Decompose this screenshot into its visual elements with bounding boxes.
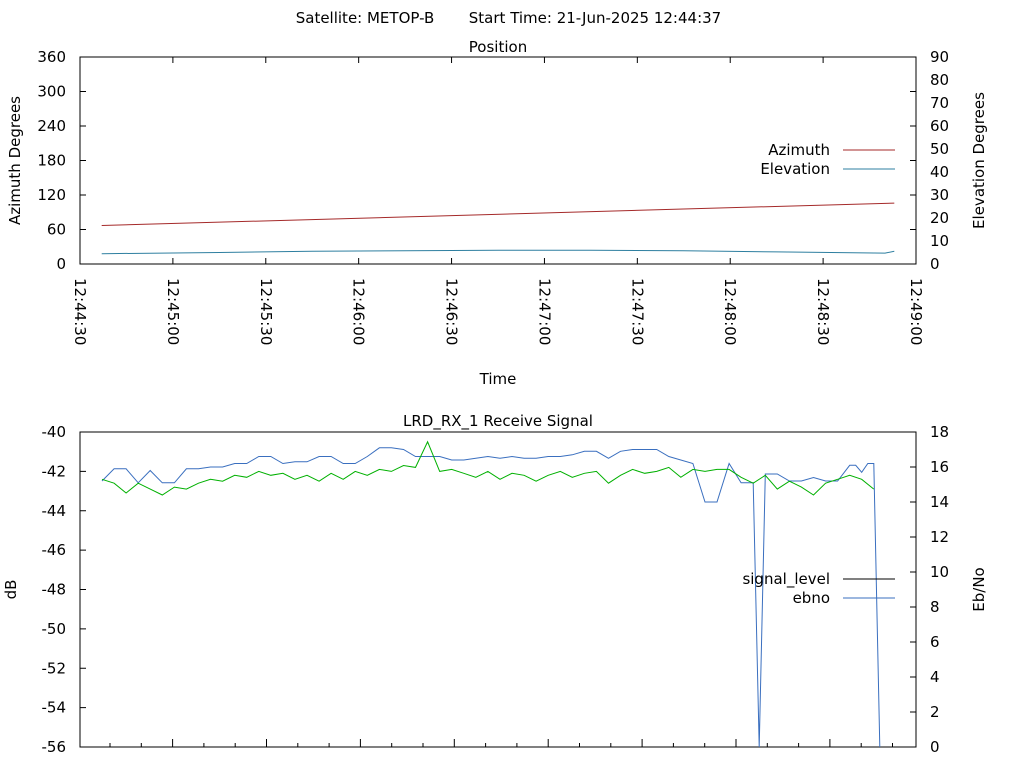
y2-tick-label: 6 [930, 633, 940, 651]
y-tick-label: 0 [56, 255, 66, 273]
satellite-label: Satellite: METOP-B [296, 9, 435, 27]
chart-title: LRD_RX_1 Receive Signal [403, 412, 593, 431]
chart-title: Position [469, 38, 527, 56]
position-chart: Position 0 60 120 180 240 300 360 0 10 20 30 40 50 60 7… [6, 38, 988, 388]
series-line-ebno [101, 447, 881, 748]
x-axis-label: Time [479, 370, 517, 388]
y-tick-label: 240 [37, 117, 66, 135]
x-tick-label: 12:48:00 [721, 278, 739, 345]
y-tick-label: -40 [42, 423, 67, 441]
y-tick-label: -56 [42, 738, 67, 756]
y-tick-label: -54 [42, 699, 67, 717]
y2-tick-label: 8 [930, 598, 940, 616]
y-axis-label: dB [2, 580, 20, 600]
y-tick-label: -42 [42, 462, 67, 480]
series-line-signal-level [101, 440, 875, 496]
y-tick-label: -50 [42, 620, 67, 638]
y2-tick-label: 30 [930, 186, 949, 204]
y2-tick-label: 40 [930, 163, 949, 181]
y-axis-label: Azimuth Degrees [6, 96, 24, 225]
y2-tick-label: 2 [930, 703, 940, 721]
series-line-azimuth [101, 202, 895, 226]
legend-label: Azimuth [768, 141, 830, 159]
y2-axis-label: Elevation Degrees [970, 92, 988, 229]
y2-tick-label: 0 [930, 255, 940, 273]
y2-tick-label: 60 [930, 117, 949, 135]
y-tick-label: -52 [42, 659, 67, 677]
y-tick-label: 120 [37, 186, 66, 204]
y-tick-label: -48 [42, 581, 67, 599]
y-tick-label: -44 [42, 502, 67, 520]
y2-tick-label: 80 [930, 71, 949, 89]
y2-tick-label: 14 [930, 493, 949, 511]
plot-frame [79, 431, 917, 748]
y2-tick-label: 70 [930, 94, 949, 112]
y2-tick-label: 50 [930, 140, 949, 158]
x-tick-label: 12:49:00 [907, 278, 925, 345]
legend-label: ebno [793, 589, 830, 607]
legend-label: signal_level [742, 570, 830, 589]
x-tick-label: 12:45:30 [257, 278, 275, 345]
y-tick-label: 180 [37, 152, 66, 170]
y2-tick-label: 10 [930, 563, 949, 581]
y2-tick-label: 0 [930, 738, 940, 756]
y2-tick-label: 4 [930, 668, 940, 686]
x-tick-label: 12:47:30 [628, 278, 646, 345]
receive-signal-chart: LRD_RX_1 Receive Signal -56 -54 -52 -50 -48 -4… [2, 412, 988, 756]
y2-tick-label: 10 [930, 232, 949, 250]
legend-label: Elevation [760, 160, 830, 178]
y2-tick-label: 12 [930, 528, 949, 546]
x-tick-label: 12:46:00 [350, 278, 368, 345]
x-tick-label: 12:44:30 [71, 278, 89, 345]
y2-tick-label: 18 [930, 423, 949, 441]
y-tick-label: 360 [37, 48, 66, 66]
x-tick-label: 12:48:30 [814, 278, 832, 345]
start-time-label: Start Time: 21-Jun-2025 12:44:37 [469, 9, 721, 27]
y-tick-label: -46 [42, 541, 67, 559]
y2-tick-label: 20 [930, 209, 949, 227]
series-line-elevation [101, 249, 895, 255]
y2-tick-label: 16 [930, 458, 949, 476]
y-tick-label: 300 [37, 83, 66, 101]
x-tick-label: 12:46:30 [443, 278, 461, 345]
y2-axis-label: Eb/No [970, 567, 988, 611]
x-tick-label: 12:45:00 [164, 278, 182, 345]
x-tick-label: 12:47:00 [535, 278, 553, 345]
y2-tick-label: 90 [930, 48, 949, 66]
y-tick-label: 60 [47, 221, 66, 239]
